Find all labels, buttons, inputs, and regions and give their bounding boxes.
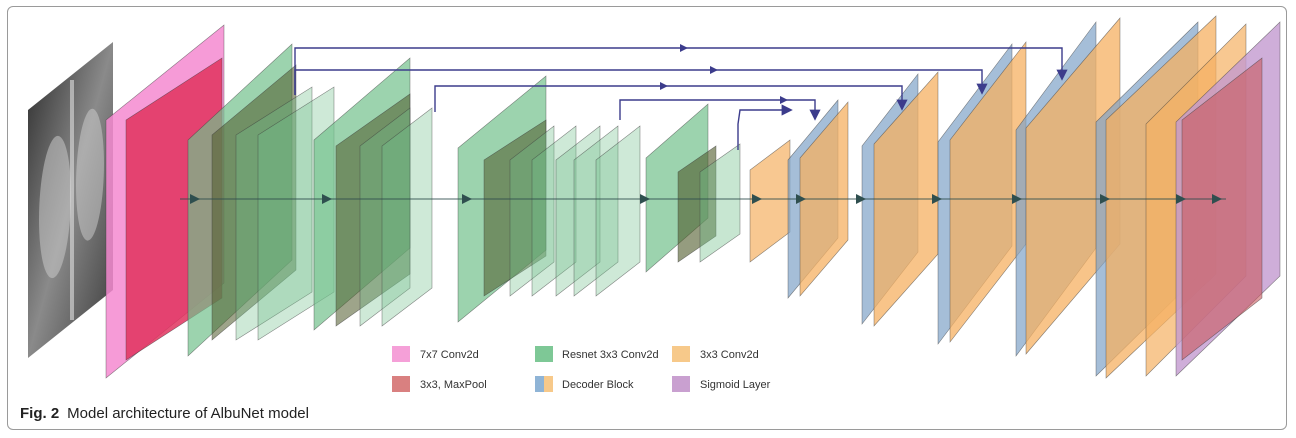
legend-item-sigmoid: Sigmoid Layer (672, 376, 771, 392)
legend-item-resnet: Resnet 3x3 Conv2d (535, 346, 659, 362)
legend-swatch-sigmoid (672, 376, 690, 392)
figure-caption: Fig. 2 Model architecture of AlbuNet mode… (20, 405, 309, 422)
decoder3-orange (949, 41, 1027, 343)
flow-arrowhead-2 (462, 194, 472, 204)
legend: 7x7 Conv2d 3x3, MaxPool Resnet 3x3 Conv2… (392, 346, 771, 392)
skip-arrowhead-3 (780, 96, 788, 104)
legend-label-decoder: Decoder Block (562, 379, 634, 391)
legend-swatch-7x7-conv (392, 346, 410, 362)
flow-arrowhead-11 (1212, 194, 1222, 204)
encoder4-slice (699, 143, 741, 263)
figure-frame (7, 6, 1287, 430)
legend-item-3x3-conv: 3x3 Conv2d (672, 346, 759, 362)
legend-swatch-3x3-conv (672, 346, 690, 362)
encoder3-slice-2 (555, 125, 601, 297)
encoder2-slice-1 (381, 107, 433, 327)
flow-arrowhead-9 (1100, 194, 1110, 204)
legend-swatch-decoder-orange (544, 376, 553, 392)
flow-arrowhead-1 (322, 194, 332, 204)
skip-connection-line-1 (294, 69, 988, 95)
skip-arrowhead-0 (680, 44, 688, 52)
legend-swatch-maxpool (392, 376, 410, 392)
flow-arrowhead-7 (932, 194, 942, 204)
legend-label-7x7-conv: 7x7 Conv2d (420, 349, 479, 361)
flow-arrowhead-3 (640, 194, 650, 204)
skip-arrowhead-1 (710, 66, 718, 74)
flow-arrowhead-5 (796, 194, 806, 204)
legend-swatch-resnet (535, 346, 553, 362)
encoder3-slice-4 (595, 125, 641, 297)
encoder1-core (211, 64, 297, 341)
legend-label-sigmoid: Sigmoid Layer (700, 379, 771, 391)
skip-arrowhead-2 (660, 82, 668, 90)
network-layers (105, 15, 1281, 379)
encoder3-core (483, 119, 547, 297)
center-conv (749, 139, 791, 263)
legend-label-maxpool: 3x3, MaxPool (420, 379, 487, 391)
skip-connection-line-3 (619, 99, 821, 121)
encoder4-core (677, 145, 717, 263)
legend-item-maxpool: 3x3, MaxPool (392, 376, 487, 392)
legend-label-3x3-conv: 3x3 Conv2d (700, 349, 759, 361)
legend-item-decoder: Decoder Block (535, 376, 634, 392)
flow-arrowhead-10 (1176, 194, 1186, 204)
skip-connections (294, 44, 1068, 150)
legend-swatch-decoder-blue (535, 376, 544, 392)
flow-arrowhead-4 (752, 194, 762, 204)
flow-arrowhead-0 (190, 194, 200, 204)
chest-xray-image (28, 42, 113, 358)
caption-label: Fig. 2 (20, 405, 60, 422)
legend-label-resnet: Resnet 3x3 Conv2d (562, 349, 659, 361)
encoder2-slice-0 (359, 107, 411, 327)
caption-text: Model architecture of AlbuNet model (67, 405, 309, 422)
flow-arrows (180, 194, 1226, 204)
encoder3-slice-1 (531, 125, 577, 297)
legend-item-7x7-conv: 7x7 Conv2d (392, 346, 479, 362)
flow-arrowhead-6 (856, 194, 866, 204)
flow-arrowhead-8 (1012, 194, 1022, 204)
encoder1-slice-0 (235, 86, 313, 341)
skip-connection-line-2 (434, 85, 908, 112)
encoder2-core (335, 93, 411, 327)
skip-connection-line-4 (737, 104, 793, 150)
